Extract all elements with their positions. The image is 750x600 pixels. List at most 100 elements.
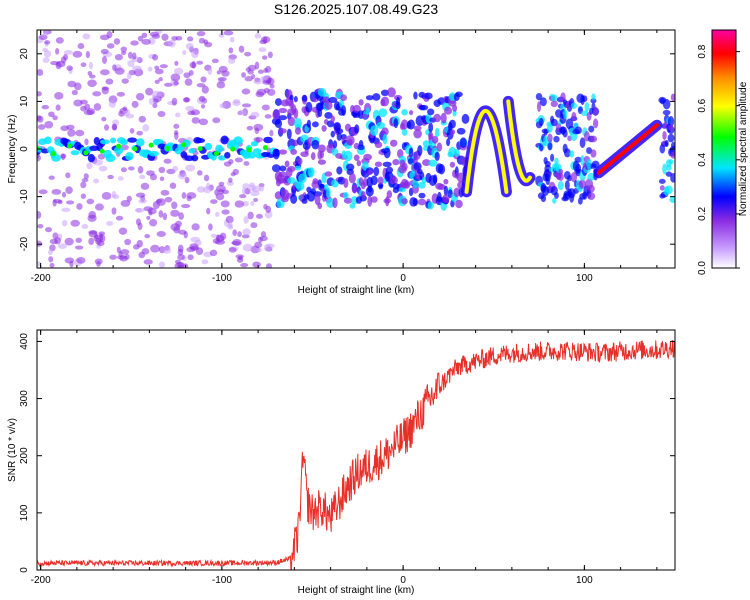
spectral-blob <box>269 83 275 89</box>
spectral-blob <box>165 146 170 152</box>
spectral-blob <box>431 135 439 144</box>
spectral-blob <box>189 61 197 69</box>
spectral-blob <box>436 142 443 152</box>
spectral-blob <box>181 204 191 209</box>
spectral-blob <box>70 219 80 227</box>
spectral-blob <box>241 103 252 108</box>
spectral-blob <box>200 76 207 83</box>
spectral-blob <box>48 175 55 180</box>
spectral-blob <box>662 98 671 110</box>
spectral-blob <box>582 95 588 102</box>
spectral-blob <box>341 105 347 116</box>
spectral-blob <box>61 207 71 213</box>
spectral-blob <box>95 203 104 211</box>
spectral-blob <box>141 38 152 45</box>
y-tick-label: 10 <box>19 95 30 107</box>
spectral-blob <box>537 101 542 112</box>
colorbar-ticks: 0.0 0.2 0.4 0.6 0.8 <box>697 44 740 275</box>
spectral-blob <box>562 129 568 138</box>
spectral-blob <box>127 60 135 68</box>
spectral-blob <box>332 140 338 149</box>
spectral-blob <box>587 172 596 181</box>
spectral-blob <box>256 88 267 96</box>
spectral-blob <box>66 65 73 71</box>
spectral-blob <box>126 72 132 80</box>
colorbar-tick-label: 0.2 <box>697 207 708 221</box>
spectral-blob <box>195 138 205 144</box>
spectral-blob <box>272 109 281 121</box>
spectral-blob <box>218 32 225 38</box>
spectral-blob <box>336 166 343 175</box>
spectral-blob <box>240 262 249 268</box>
spectral-blob <box>37 223 44 229</box>
spectral-blob <box>247 211 254 220</box>
spectral-blob <box>380 89 390 97</box>
spectral-blob <box>237 109 247 116</box>
colorbar: 0.0 0.2 0.4 0.6 0.8 Normalized spectral ampl… <box>697 29 749 275</box>
spectral-blob <box>158 166 166 174</box>
spectral-blob <box>392 159 400 166</box>
spectral-blob <box>367 169 373 175</box>
spectral-blob <box>461 113 470 124</box>
spectral-blob <box>330 115 336 123</box>
spectral-blob <box>389 176 398 185</box>
spectral-blob <box>589 135 598 143</box>
spectral-blob <box>212 238 221 244</box>
spectral-blob <box>324 100 333 110</box>
spectral-blob <box>264 210 273 219</box>
spectral-blob <box>343 197 353 204</box>
spectral-blob <box>215 192 225 201</box>
spectral-blob <box>434 127 440 138</box>
spectral-blob <box>107 174 114 180</box>
spectral-blob <box>173 81 179 86</box>
spectral-blob <box>401 108 408 116</box>
y-tick-label: 100 <box>19 504 30 521</box>
spectral-blob <box>81 223 89 230</box>
spectral-blob <box>248 184 256 191</box>
spectral-blob <box>42 47 48 53</box>
spectral-blob <box>671 141 675 149</box>
spectral-blob <box>218 155 226 161</box>
spectral-blob <box>257 69 264 74</box>
spectral-blob <box>215 144 224 154</box>
spectral-blob <box>196 83 206 88</box>
spectral-blob <box>377 176 384 185</box>
y-tick-label: 0 <box>19 146 30 152</box>
spectral-blob <box>127 51 133 59</box>
y-tick-label: -10 <box>19 189 30 204</box>
spectral-blob <box>413 162 422 171</box>
spectral-blob <box>38 189 48 195</box>
spectral-blob <box>372 93 381 101</box>
spectral-blob <box>88 61 94 70</box>
spectral-blob <box>185 164 196 172</box>
spectral-blob <box>544 160 551 168</box>
spectral-blob <box>164 196 173 203</box>
spectral-blob <box>421 176 427 184</box>
spectral-blob <box>210 199 218 204</box>
spectral-blob <box>453 149 460 157</box>
spectral-blob <box>129 128 135 134</box>
spectral-blob <box>413 91 418 100</box>
spectral-blob <box>210 233 217 238</box>
spectral-blob <box>278 128 287 134</box>
spectral-blob <box>48 256 54 263</box>
spectral-blob <box>67 129 76 137</box>
spectral-blob <box>117 176 124 181</box>
spectral-blob <box>590 98 597 104</box>
spectral-blob <box>152 54 159 61</box>
spectral-blob <box>218 65 228 73</box>
spectral-blob <box>215 211 220 217</box>
spectral-blob <box>326 187 331 199</box>
spectral-blob <box>247 69 254 75</box>
spectral-blob <box>55 104 61 111</box>
spectral-blob <box>92 91 102 97</box>
spectral-blob <box>290 148 298 155</box>
spectral-blob <box>318 144 326 153</box>
y-tick-label: 200 <box>19 447 30 464</box>
spectral-blob <box>223 30 234 36</box>
spectral-blob <box>42 57 50 63</box>
spectral-blob <box>228 177 233 183</box>
spectral-blob <box>587 192 596 200</box>
spectral-blob <box>340 94 348 102</box>
spectral-blob <box>574 126 582 135</box>
